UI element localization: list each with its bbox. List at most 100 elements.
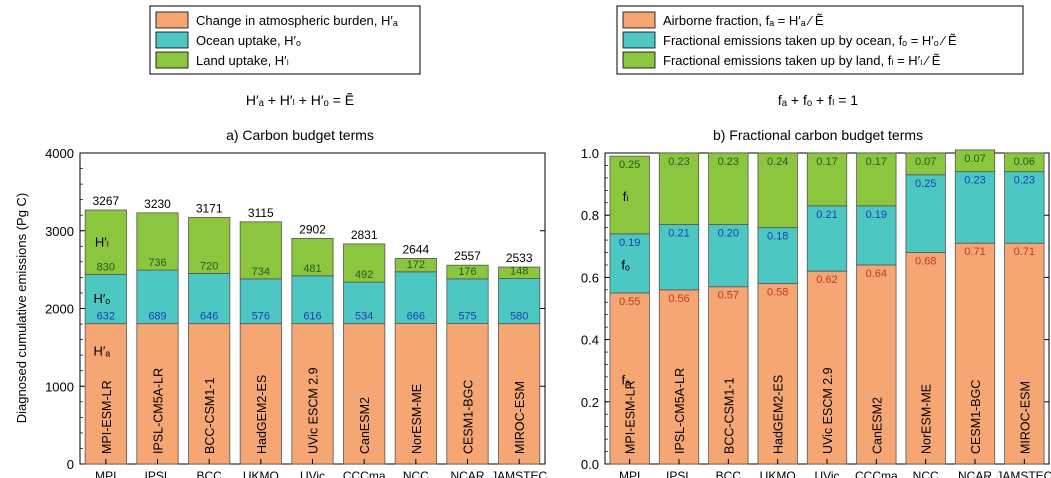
bar-total-label: 2831: [351, 228, 378, 242]
legend-swatch-land-fraction: [622, 51, 656, 69]
x-tick-label: UVic: [300, 469, 325, 478]
x-tick-label: JAMSTEC: [996, 469, 1051, 478]
segment-value-ocean: 575: [458, 311, 476, 323]
segment-value-ocean: 689: [148, 311, 166, 323]
segment-value-land: 734: [252, 266, 270, 278]
bar-segment-atm: [498, 323, 541, 465]
segment-value-land: 720: [200, 260, 218, 272]
segment-value-land: 172: [407, 259, 425, 271]
bar-segment-land: [757, 152, 798, 229]
legend-right: Airborne fraction, fₐ = H′ₐ ⁄ Ẽ Fraction…: [616, 5, 1024, 75]
bar-segment-land: [954, 149, 996, 173]
segment-value-land: 148: [510, 266, 528, 278]
bar-segment-atm: [658, 289, 700, 465]
model-name: HadGEM2-ES: [255, 375, 269, 454]
segment-value-land: 0.23: [718, 156, 739, 168]
x-tick-label: NCC: [403, 469, 429, 478]
model-name: IPSL-CM5A-LR: [673, 368, 687, 454]
model-name: NorESM-ME: [410, 384, 424, 454]
bar-segment-land: [136, 212, 179, 271]
legend-swatch-ocean-fraction: [622, 31, 656, 49]
segment-value-ocean: 0.21: [668, 228, 689, 240]
legend-item-ocean: Ocean uptake, H′ₒ: [196, 33, 301, 48]
bar-segment-land: [84, 209, 127, 275]
term-label-ocean: fₒ: [621, 257, 630, 272]
y-tick-label: 3000: [45, 224, 74, 239]
panel-a-ylabel: Diagnosed cumulative emissions (Pg C): [14, 193, 29, 423]
bar-segment-ocean: [954, 171, 996, 244]
bar-segment-ocean: [239, 278, 282, 325]
bar-segment-land: [609, 155, 650, 235]
x-tick-label: MPI: [619, 469, 640, 478]
bar-segment-atm: [291, 323, 334, 465]
bar-segment-atm: [188, 323, 231, 465]
bar-segment-land: [188, 217, 231, 274]
x-tick-label: BCC: [196, 469, 222, 478]
segment-value-atm: 0.68: [915, 256, 936, 268]
term-label-ocean: H′ₒ: [93, 291, 110, 306]
segment-value-ocean: 0.23: [1014, 175, 1035, 187]
segment-value-ocean: 632: [97, 311, 115, 323]
bar-segment-ocean: [394, 271, 437, 324]
bar-total-label: 3267: [92, 194, 119, 208]
model-name: HadGEM2-ES: [772, 375, 786, 454]
segment-value-atm: 0.62: [816, 274, 837, 286]
bar-segment-atm: [856, 264, 897, 465]
legend-item-land: Land uptake, H′ₗ: [196, 53, 289, 68]
bar-segment-land: [446, 264, 489, 280]
segment-value-ocean: 534: [355, 311, 373, 323]
y-tick-label: 1.0: [581, 146, 599, 161]
bar-total-label: 2902: [299, 222, 326, 236]
segment-value-ocean: 0.23: [964, 175, 985, 187]
bar-segment-ocean: [806, 205, 848, 272]
y-tick-label: 1000: [45, 379, 74, 394]
segment-value-land: 0.17: [866, 156, 887, 168]
legend-item-land-fraction: Fractional emissions taken up by land, f…: [663, 53, 941, 68]
y-tick-label: 0.6: [581, 270, 599, 285]
model-name: NorESM-ME: [920, 384, 934, 454]
segment-value-land: 0.07: [964, 153, 985, 165]
legend-item-ocean-fraction: Fractional emissions taken up by ocean, …: [663, 33, 957, 48]
segment-value-ocean: 0.19: [619, 237, 640, 249]
bar-segment-ocean: [905, 174, 946, 253]
legend-swatch-atm: [155, 11, 189, 29]
bar-total-label: 2644: [402, 242, 429, 256]
segment-value-atm: 0.71: [964, 246, 985, 258]
bar-segment-ocean: [84, 274, 127, 325]
bar-segment-land: [708, 152, 749, 225]
segment-value-ocean: 0.20: [718, 228, 739, 240]
y-tick-label: 0.4: [581, 333, 599, 348]
model-name: MPI-ESM-LR: [100, 380, 114, 454]
x-tick-label: NCC: [913, 469, 939, 478]
segment-value-atm: 0.58: [767, 287, 788, 299]
segment-value-land: 176: [458, 266, 476, 278]
segment-value-land: 481: [303, 263, 321, 275]
bar-segment-ocean: [291, 275, 334, 325]
model-name: CESM1-BGC: [462, 380, 476, 454]
segment-value-atm: 0.57: [718, 290, 739, 302]
x-tick-label: UKMO: [243, 469, 279, 478]
x-tick-label: UVic: [814, 469, 839, 478]
bar-segment-land: [239, 221, 282, 280]
segment-value-ocean: 576: [252, 311, 270, 323]
segment-value-land: 0.06: [1014, 156, 1035, 168]
x-tick-label: UKMO: [760, 469, 796, 478]
bar-segment-atm: [1004, 242, 1045, 465]
bar-total-label: 2533: [506, 251, 533, 265]
term-label-atm: fₐ: [621, 372, 630, 387]
segment-value-land: 0.23: [668, 156, 689, 168]
x-tick-label: NCAR: [450, 469, 484, 478]
segment-value-ocean: 0.21: [816, 209, 837, 221]
bar-total-label: 3115: [248, 206, 274, 220]
y-tick-label: 0.2: [581, 395, 599, 410]
legend-item-atm: Change in atmospheric burden, H′ₐ: [196, 13, 398, 28]
bar-segment-ocean: [446, 278, 489, 324]
segment-value-land: 0.25: [619, 159, 640, 171]
bar-segment-land: [806, 152, 848, 207]
panel-b-title: b) Fractional carbon budget terms: [713, 127, 923, 143]
segment-value-land: 492: [355, 269, 373, 281]
model-name: UVic ESCM 2.9: [307, 367, 321, 454]
model-name: UVic ESCM 2.9: [821, 367, 835, 454]
bar-segment-atm: [446, 323, 489, 465]
x-tick-label: NCAR: [958, 469, 992, 478]
